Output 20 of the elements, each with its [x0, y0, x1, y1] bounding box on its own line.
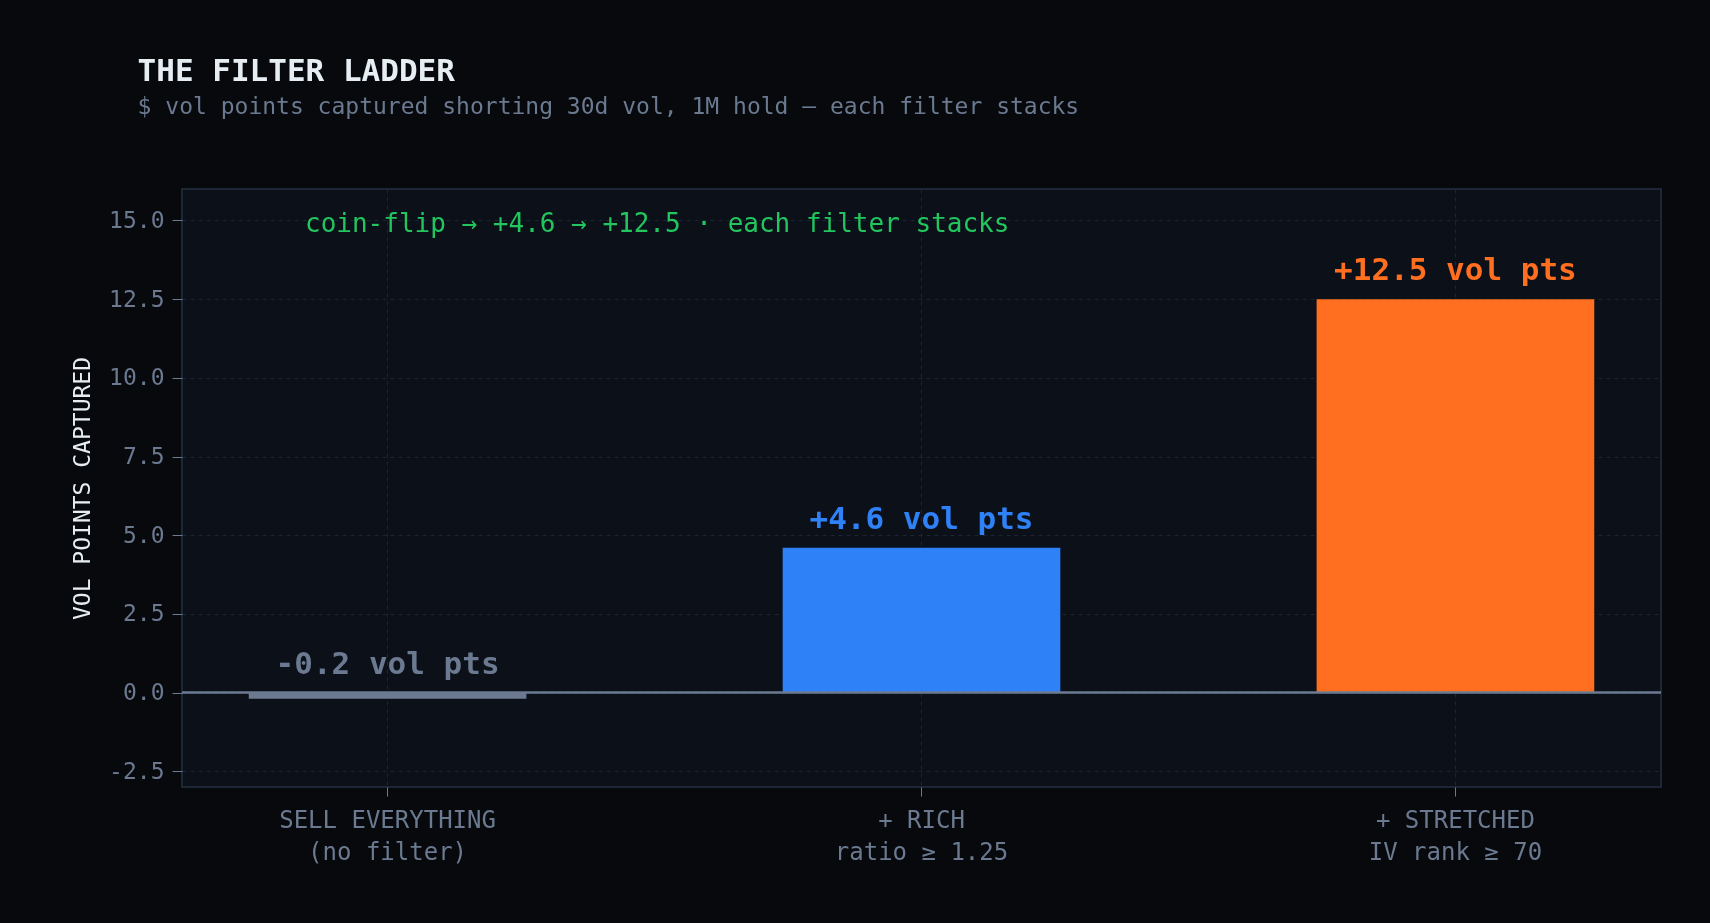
chart-title: THE FILTER LADDER	[137, 52, 456, 88]
y-axis-title: VOL POINTS CAPTURED	[69, 356, 96, 621]
x-tick-label: + RICH ratio ≥ 1.25	[834, 805, 1009, 866]
bar	[1316, 299, 1595, 693]
chart-subtitle: $ vol points captured shorting 30d vol, 1M hold — each filter stacks	[137, 93, 1080, 119]
data-label: +4.6 vol pts	[809, 499, 1034, 536]
bar	[782, 547, 1061, 693]
y-tick-label: 12.5	[109, 285, 165, 312]
y-tick-label: 0.0	[122, 679, 165, 706]
y-tick-label: 10.0	[109, 364, 165, 391]
y-tick-label: 15.0	[109, 206, 165, 233]
annotation: coin-flip → +4.6 → +12.5 · each filter stacks	[305, 208, 1010, 238]
y-tick-label: 2.5	[122, 600, 165, 627]
x-tick-label: SELL EVERYTHING (no filter)	[279, 805, 496, 866]
y-tick-label: 5.0	[122, 521, 165, 548]
data-label: -0.2 vol pts	[275, 644, 500, 681]
y-tick-label: 7.5	[122, 443, 165, 470]
data-label: +12.5 vol pts	[1334, 251, 1577, 288]
x-tick-label: + STRETCHED IV rank ≥ 70	[1368, 805, 1543, 866]
y-tick-label: -2.5	[109, 757, 165, 784]
